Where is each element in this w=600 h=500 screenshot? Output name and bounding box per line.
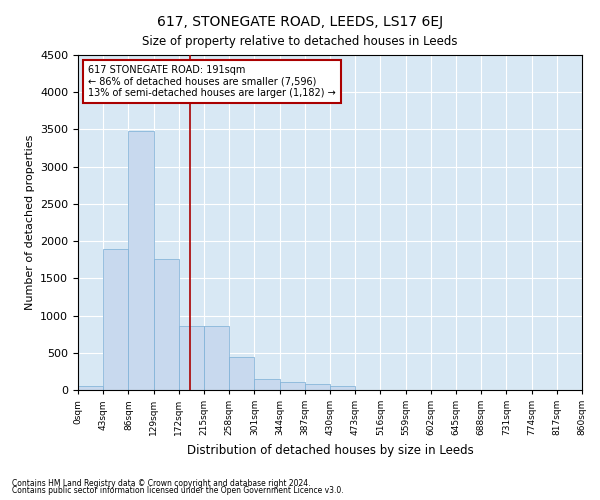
Bar — [154, 259, 179, 390]
Text: 617 STONEGATE ROAD: 191sqm
← 86% of detached houses are smaller (7,596)
13% of s: 617 STONEGATE ROAD: 191sqm ← 86% of deta… — [88, 65, 336, 98]
Bar — [103, 248, 128, 390]
Bar — [179, 326, 204, 390]
Bar — [128, 131, 154, 390]
Y-axis label: Number of detached properties: Number of detached properties — [25, 135, 35, 310]
X-axis label: Distribution of detached houses by size in Leeds: Distribution of detached houses by size … — [187, 444, 473, 456]
Text: Contains public sector information licensed under the Open Government Licence v3: Contains public sector information licen… — [12, 486, 344, 495]
Bar — [204, 326, 229, 390]
Bar — [254, 379, 280, 390]
Bar — [305, 384, 330, 390]
Bar — [330, 386, 355, 390]
Text: Size of property relative to detached houses in Leeds: Size of property relative to detached ho… — [142, 35, 458, 48]
Text: 617, STONEGATE ROAD, LEEDS, LS17 6EJ: 617, STONEGATE ROAD, LEEDS, LS17 6EJ — [157, 15, 443, 29]
Bar — [229, 357, 254, 390]
Bar — [280, 382, 305, 390]
Text: Contains HM Land Registry data © Crown copyright and database right 2024.: Contains HM Land Registry data © Crown c… — [12, 478, 311, 488]
Bar — [78, 386, 103, 390]
